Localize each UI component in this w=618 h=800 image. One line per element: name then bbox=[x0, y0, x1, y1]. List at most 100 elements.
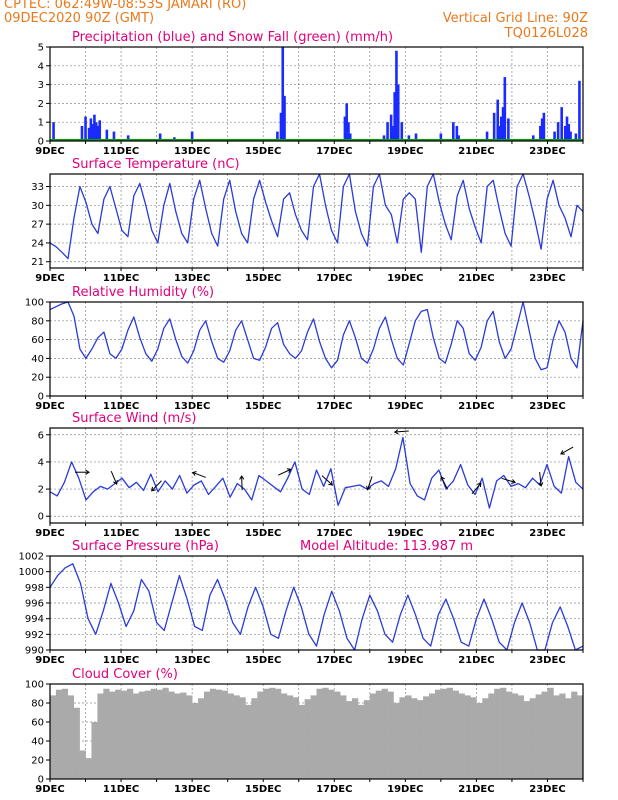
rh-frame bbox=[49, 301, 584, 397]
cloud-bar bbox=[280, 693, 288, 779]
cloud-bar bbox=[275, 688, 282, 779]
precip-bar bbox=[391, 125, 395, 141]
x-tick-label: 21DEC bbox=[458, 655, 494, 666]
x-tick-label: 19DEC bbox=[387, 146, 423, 157]
y-tick-label: 996 bbox=[25, 599, 44, 610]
precip-bar bbox=[279, 112, 283, 141]
cloud-bar bbox=[352, 698, 359, 779]
x-tick-label: 15DEC bbox=[245, 784, 281, 795]
cloud-bar bbox=[346, 701, 353, 779]
cloud-bar bbox=[97, 693, 104, 779]
precip-bar bbox=[414, 133, 418, 141]
cloud-bar bbox=[476, 703, 483, 779]
precip-bar bbox=[457, 135, 460, 141]
x-tick-label: 9DEC bbox=[35, 784, 64, 795]
rh-series-line bbox=[49, 301, 584, 371]
x-tick-label: 23DEC bbox=[529, 655, 565, 666]
cloud-bar bbox=[434, 689, 442, 779]
header-code: TQ0126L028 bbox=[504, 26, 588, 41]
cloud-bar bbox=[227, 693, 234, 779]
wind-direction-arrow bbox=[440, 476, 449, 490]
precip-bar bbox=[87, 127, 91, 141]
x-tick-label: 9DEC bbox=[35, 146, 64, 157]
precip-bar bbox=[93, 114, 96, 141]
cloud-bar bbox=[251, 698, 258, 779]
y-tick-label: 0 bbox=[38, 137, 44, 148]
x-tick-label: 17DEC bbox=[316, 273, 352, 284]
cloud-bar bbox=[417, 700, 424, 779]
pres-title: Surface Pressure (hPa) bbox=[72, 539, 219, 554]
cloud-bar bbox=[203, 691, 211, 779]
cloud-bar bbox=[257, 691, 264, 779]
precip-bar bbox=[565, 116, 569, 141]
x-tick-label: 23DEC bbox=[529, 146, 565, 157]
y-tick-label: 0 bbox=[38, 392, 44, 403]
pres-panel: 990 992 994 996 998 1000 1002 9DEC 11DEC 13DEC 15D… bbox=[19, 539, 584, 666]
wind-direction-arrow bbox=[367, 476, 373, 490]
y-tick-label: 100 bbox=[25, 298, 44, 309]
cloud-bar bbox=[571, 691, 578, 779]
x-tick-label: 11DEC bbox=[103, 655, 139, 666]
wind-direction-arrow bbox=[192, 471, 206, 478]
precip-bar bbox=[80, 125, 84, 141]
pres-frame bbox=[49, 555, 584, 651]
precip-bar bbox=[345, 103, 349, 141]
x-tick-label: 13DEC bbox=[174, 146, 210, 157]
precip-bar bbox=[560, 107, 563, 141]
y-tick-label: 1 bbox=[38, 118, 44, 129]
precip-bar bbox=[553, 131, 556, 141]
cloud-bar bbox=[192, 703, 199, 779]
precip-bar bbox=[485, 131, 489, 141]
precip-bar bbox=[542, 112, 546, 141]
cloud-bar bbox=[482, 698, 489, 779]
precip-bar bbox=[492, 112, 496, 141]
y-tick-label: 40 bbox=[31, 354, 44, 365]
wind-direction-arrow bbox=[151, 480, 162, 492]
cloud-bar bbox=[506, 691, 513, 779]
precip-bar bbox=[407, 135, 411, 141]
x-tick-label: 11DEC bbox=[103, 273, 139, 284]
x-tick-label: 23DEC bbox=[529, 273, 565, 284]
cloud-bar bbox=[269, 687, 276, 779]
x-tick-label: 13DEC bbox=[174, 273, 210, 284]
precip-bar bbox=[556, 122, 560, 141]
y-tick-label: 30 bbox=[31, 201, 44, 212]
precip-bar bbox=[343, 116, 347, 141]
cloud-bar bbox=[67, 695, 74, 779]
x-tick-label: 11DEC bbox=[103, 528, 139, 539]
x-tick-label: 17DEC bbox=[316, 784, 352, 795]
cloud-bar bbox=[209, 688, 217, 779]
precip-bar bbox=[567, 124, 571, 141]
precip-bar bbox=[112, 131, 116, 141]
cloud-bar bbox=[79, 750, 86, 779]
x-tick-label: 19DEC bbox=[387, 273, 423, 284]
cloud-bar bbox=[393, 703, 400, 779]
x-tick-label: 11DEC bbox=[103, 146, 139, 157]
cloud-bar bbox=[198, 698, 205, 779]
cloud-bar bbox=[103, 688, 110, 779]
wind-arrow-head bbox=[476, 482, 482, 488]
wind-arrow-head bbox=[286, 468, 292, 473]
cloud-bar bbox=[91, 722, 98, 779]
cloud-bar bbox=[126, 688, 134, 779]
y-tick-label: 2 bbox=[38, 99, 44, 110]
cloud-bar bbox=[168, 691, 175, 779]
cloud-bar bbox=[541, 691, 548, 779]
cloud-bar bbox=[523, 701, 530, 779]
x-tick-label: 11DEC bbox=[103, 784, 139, 795]
x-tick-label: 23DEC bbox=[529, 528, 565, 539]
y-tick-label: 0 bbox=[38, 512, 44, 523]
cloud-bar bbox=[423, 696, 430, 779]
precip-bar bbox=[389, 114, 393, 141]
wind-arrow-head bbox=[328, 481, 334, 486]
cloud-panel: 0 20 40 60 80 100 9DEC 11DEC 13DEC 15DEC 17DEC 19DE… bbox=[25, 667, 584, 795]
wind-direction-arrow bbox=[471, 482, 482, 495]
y-tick-label: 20 bbox=[31, 373, 44, 384]
x-tick-label: 11DEC bbox=[103, 401, 139, 412]
cloud-bar bbox=[286, 695, 294, 779]
cloud-bar bbox=[411, 698, 418, 779]
precip-bar bbox=[578, 80, 581, 141]
wind-arrow-head bbox=[85, 469, 90, 475]
x-tick-label: 13DEC bbox=[174, 784, 210, 795]
cloud-bar bbox=[115, 689, 122, 779]
